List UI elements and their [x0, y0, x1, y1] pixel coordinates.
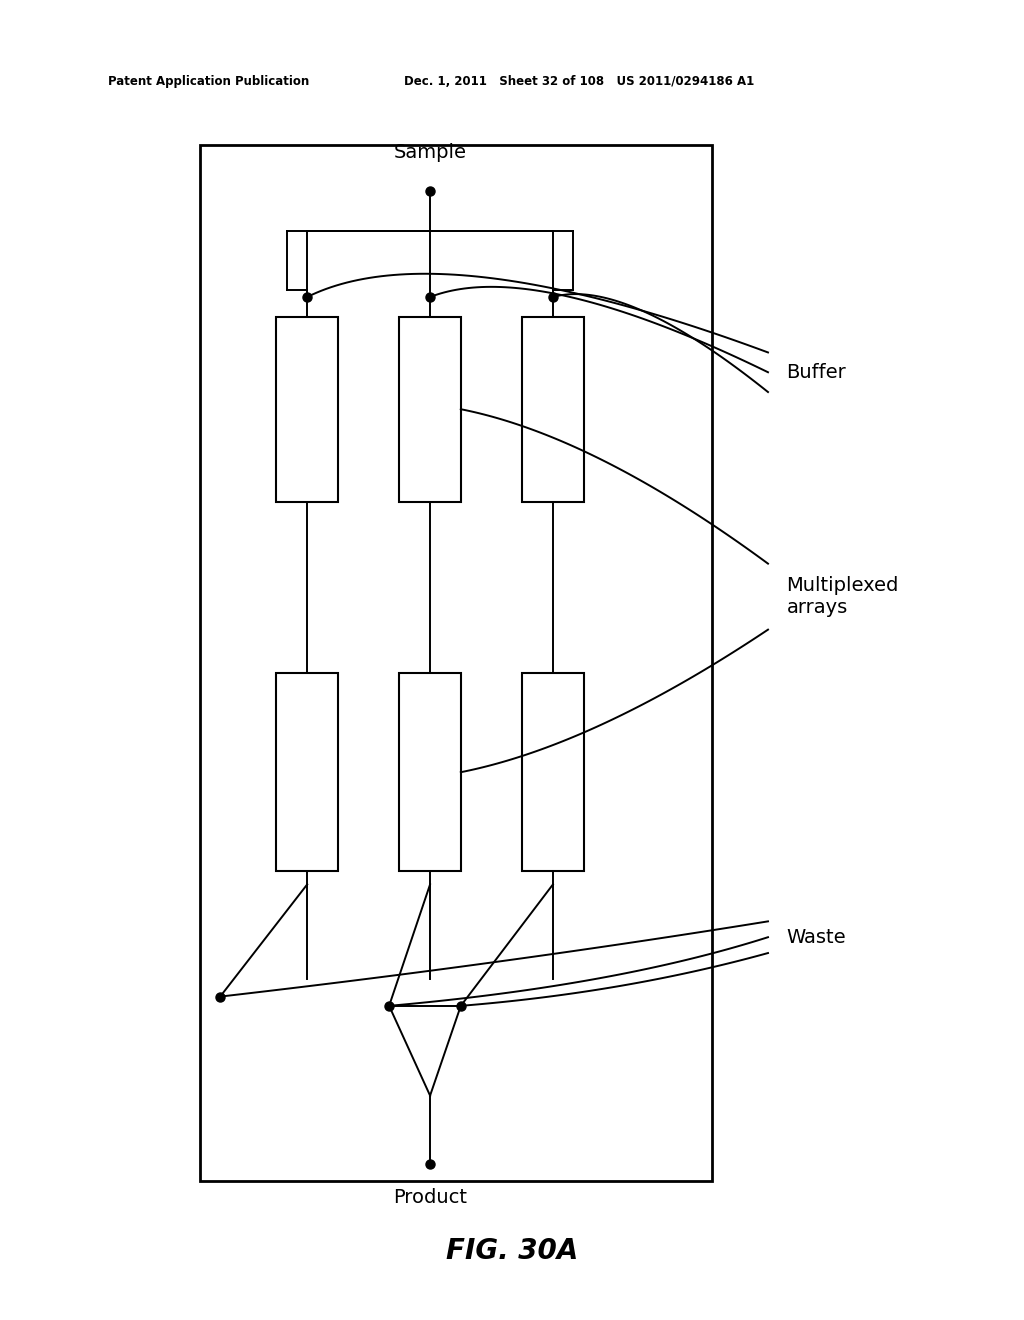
Text: Patent Application Publication: Patent Application Publication [108, 75, 309, 88]
Bar [276, 673, 338, 871]
Text: Buffer: Buffer [786, 363, 846, 381]
Bar [399, 673, 461, 871]
Bar [399, 317, 461, 502]
Text: Dec. 1, 2011   Sheet 32 of 108   US 2011/0294186 A1: Dec. 1, 2011 Sheet 32 of 108 US 2011/029… [404, 75, 755, 88]
Bar [522, 317, 584, 502]
Text: FIG. 30A: FIG. 30A [445, 1237, 579, 1266]
Text: Waste: Waste [786, 928, 846, 946]
Bar [276, 317, 338, 502]
Text: Product: Product [393, 1188, 467, 1206]
Bar [522, 673, 584, 871]
Bar [200, 145, 712, 1181]
Text: Multiplexed
arrays: Multiplexed arrays [786, 576, 899, 618]
Text: Sample: Sample [393, 144, 467, 162]
